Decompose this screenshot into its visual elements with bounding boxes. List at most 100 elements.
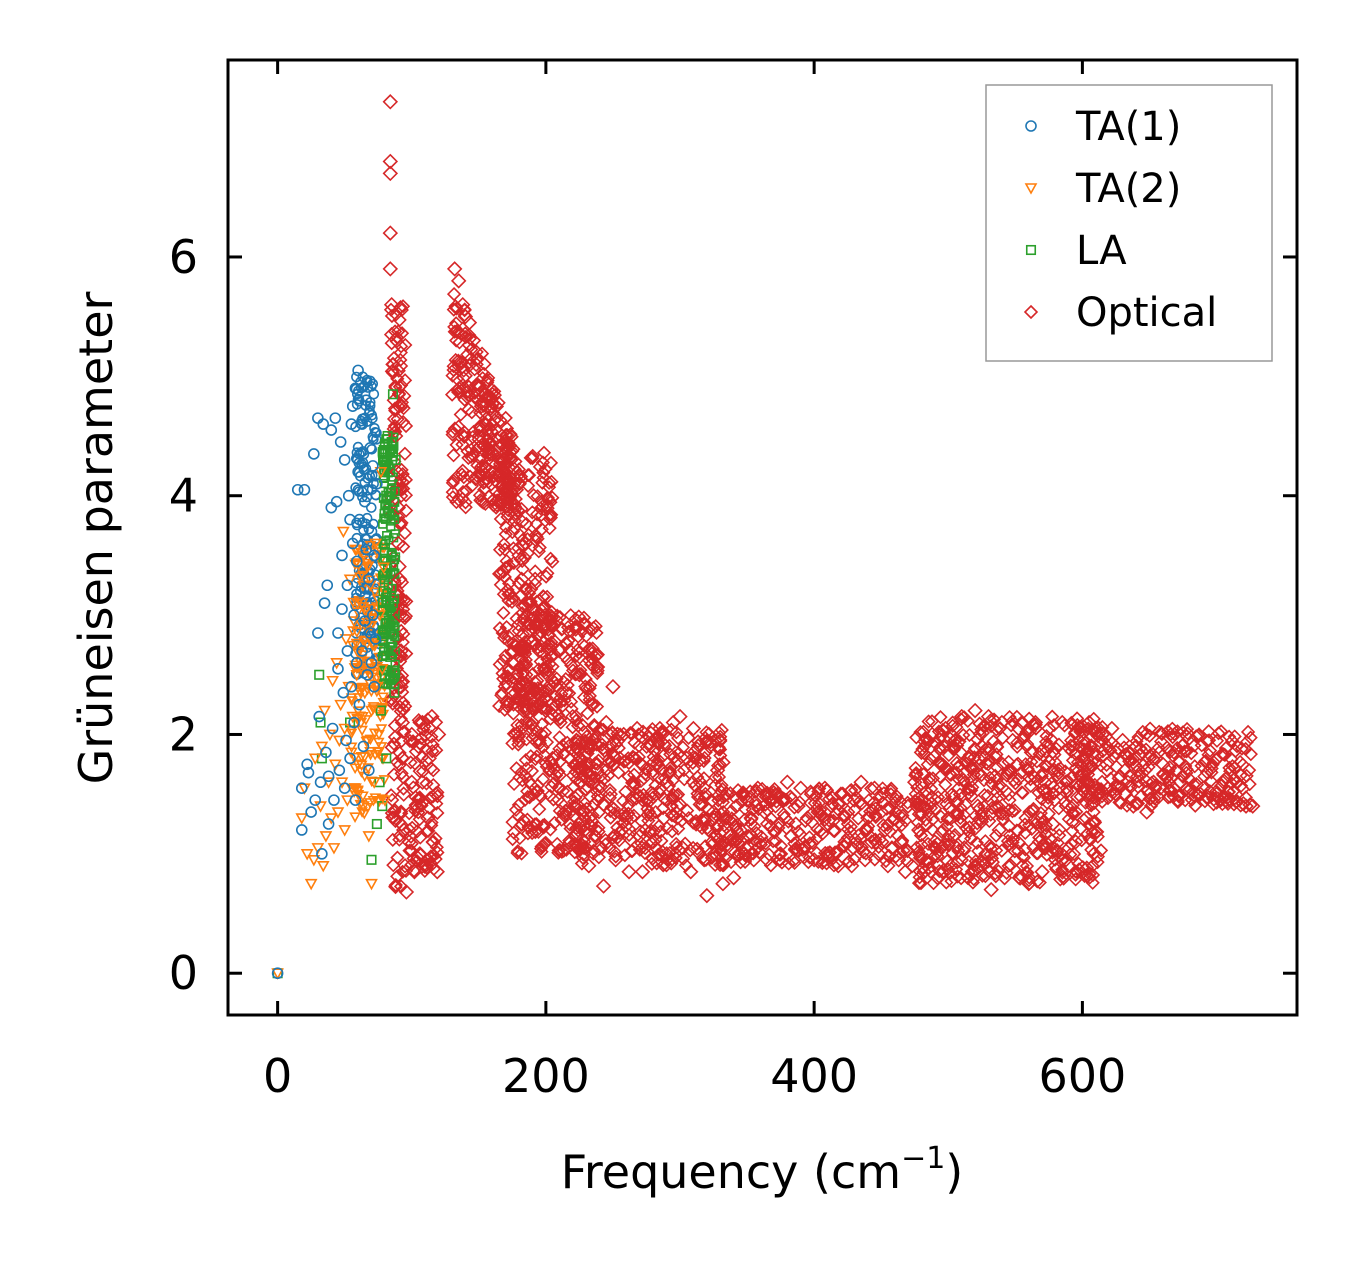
- data-point: [377, 633, 388, 645]
- data-point: [810, 804, 826, 820]
- data-point: [960, 750, 977, 767]
- optical-band-point: [1204, 765, 1219, 780]
- data-point: [538, 702, 554, 719]
- optical-band-point: [1060, 783, 1075, 799]
- acoustic-band-point: [353, 596, 365, 607]
- acoustic-band-point: [371, 594, 384, 606]
- data-point: [927, 834, 943, 850]
- acoustic-band-point: [360, 715, 372, 726]
- data-point: [1090, 786, 1107, 802]
- x-axis-title: Frequency (cm−1): [561, 1141, 964, 1199]
- optical-band-point: [711, 793, 726, 808]
- data-point: [386, 436, 397, 448]
- optical-band-point: [811, 854, 826, 869]
- optical-band-point: [472, 419, 487, 434]
- data-point: [393, 678, 409, 695]
- optical-band-point: [884, 781, 899, 796]
- y-axis-title: Grüneisen parameter: [69, 291, 123, 784]
- optical-band-point: [426, 848, 442, 863]
- optical-band-point: [1222, 760, 1237, 775]
- optical-band-point: [576, 841, 592, 856]
- data-point: [338, 454, 351, 466]
- optical-band-point: [1194, 758, 1209, 773]
- data-point: [357, 448, 370, 460]
- optical-band-point: [493, 413, 508, 428]
- optical-band-point: [988, 828, 1004, 843]
- optical-band-point: [554, 844, 569, 859]
- optical-band-point: [894, 817, 909, 833]
- data-point: [477, 416, 494, 432]
- optical-band-point: [995, 730, 1010, 746]
- optical-band-point: [1200, 733, 1215, 749]
- optical-band-point: [988, 866, 1003, 881]
- optical-band-point: [962, 820, 977, 835]
- optical-band-point: [968, 854, 983, 869]
- optical-band-point: [1011, 835, 1026, 850]
- data-point: [357, 740, 370, 753]
- data-point: [378, 586, 389, 597]
- optical-band-point: [729, 834, 744, 849]
- optical-band-point: [590, 756, 605, 772]
- optical-band-point: [424, 729, 439, 744]
- optical-band-point: [404, 857, 419, 872]
- optical-band-point: [464, 405, 479, 420]
- optical-band-point: [667, 808, 682, 824]
- optical-band-point: [535, 772, 551, 787]
- data-point: [391, 571, 408, 588]
- optical-band-point: [568, 667, 583, 682]
- data-point: [658, 846, 675, 862]
- optical-band-point: [384, 336, 399, 351]
- data-point: [1000, 786, 1017, 802]
- data-point: [994, 714, 1010, 731]
- optical-band-point: [394, 326, 410, 341]
- acoustic-band-point: [347, 597, 360, 609]
- data-point: [564, 708, 581, 725]
- optical-band-point: [388, 380, 403, 395]
- optical-band-point: [584, 813, 599, 828]
- optical-band-point: [1085, 858, 1100, 874]
- optical-bands: [383, 286, 1258, 895]
- data-point: [397, 858, 413, 874]
- optical-band-point: [591, 805, 607, 820]
- data-point: [314, 776, 327, 789]
- data-point: [328, 794, 340, 806]
- optical-band-point: [1038, 827, 1053, 842]
- data-point: [393, 643, 409, 659]
- acoustic-band-point: [364, 747, 376, 758]
- optical-band-point: [1058, 764, 1073, 779]
- optical-band-point: [655, 844, 670, 859]
- optical-band-point: [1165, 730, 1180, 745]
- data-point: [271, 967, 284, 980]
- optical-band-point: [941, 838, 956, 853]
- data-point: [870, 846, 887, 862]
- y-tick-label: 2: [169, 707, 198, 761]
- optical-band-point: [1084, 842, 1099, 857]
- data-point: [367, 460, 379, 472]
- optical-band-point: [611, 765, 626, 780]
- optical-band-point: [958, 820, 974, 836]
- optical-band-point: [638, 761, 653, 777]
- data-point: [318, 597, 331, 609]
- optical-band-point: [917, 739, 932, 754]
- optical-band-point: [670, 730, 686, 746]
- data-point: [837, 834, 853, 850]
- optical-band-point: [714, 778, 729, 793]
- optical-band-point: [393, 339, 409, 354]
- optical-band-point: [1239, 734, 1254, 750]
- optical-band-point: [1084, 738, 1099, 753]
- optical-band-point: [540, 566, 555, 581]
- data-point: [642, 738, 659, 755]
- optical-band-point: [467, 362, 482, 377]
- acoustic-band-point: [380, 553, 390, 563]
- acoustic-band-point: [364, 734, 377, 746]
- optical-band-point: [1019, 858, 1035, 874]
- data-point: [334, 699, 348, 712]
- optical-band-point: [1080, 787, 1095, 802]
- optical-band-point: [525, 601, 540, 616]
- optical-band-point: [517, 691, 532, 707]
- optical-band-point: [476, 439, 491, 454]
- optical-band-point: [563, 694, 579, 709]
- data-point: [361, 483, 374, 496]
- optical-band-point: [637, 822, 653, 838]
- data-point: [880, 858, 896, 874]
